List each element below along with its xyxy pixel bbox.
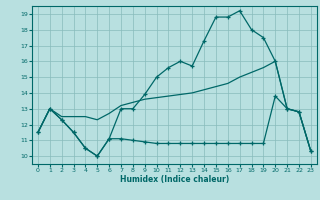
X-axis label: Humidex (Indice chaleur): Humidex (Indice chaleur) [120,175,229,184]
